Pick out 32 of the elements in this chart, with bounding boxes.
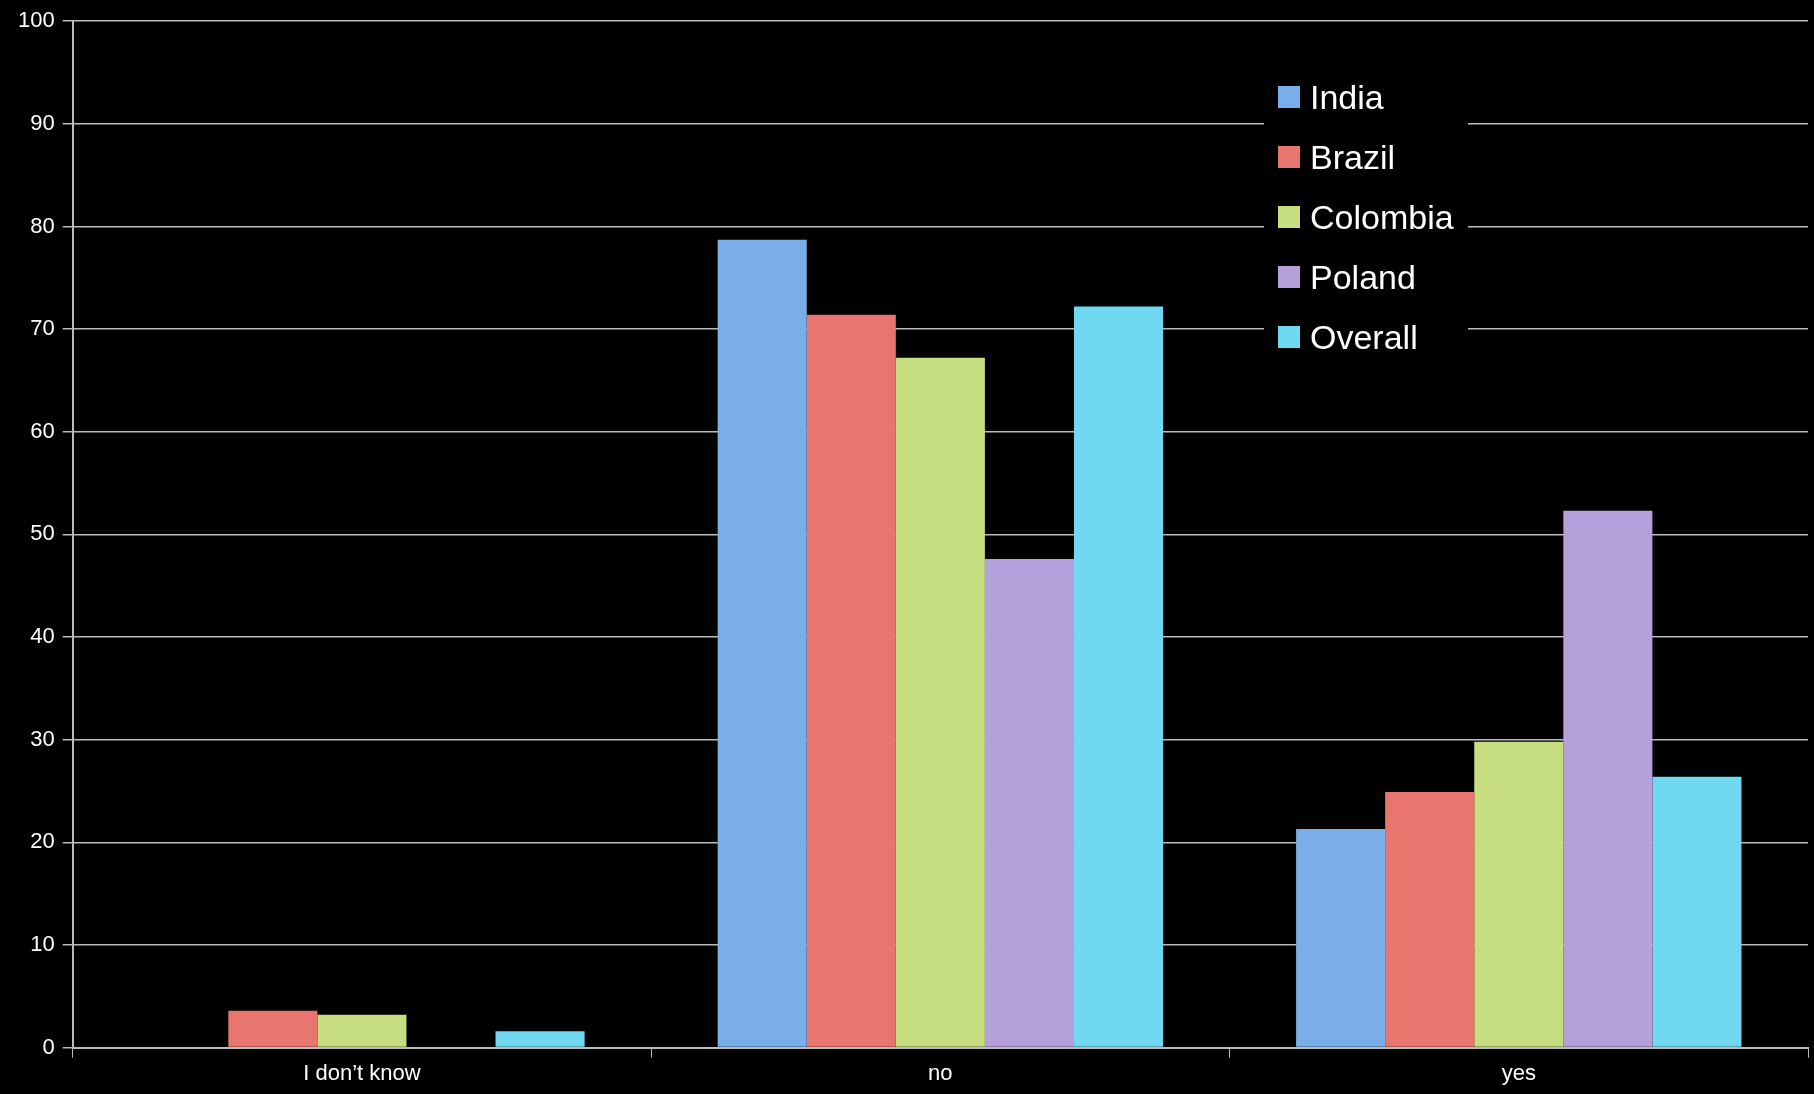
y-tick-label: 90 xyxy=(30,109,55,135)
y-tick-label: 100 xyxy=(17,7,55,33)
y-tick-label: 60 xyxy=(30,417,55,443)
y-tick-label: 80 xyxy=(30,212,55,238)
bar xyxy=(1474,741,1564,1047)
bar xyxy=(1073,306,1164,1047)
y-tick-label: 0 xyxy=(42,1033,55,1059)
y-tick-label: 70 xyxy=(30,315,55,341)
bar xyxy=(806,314,896,1047)
legend-label: Colombia xyxy=(1310,197,1454,237)
bar xyxy=(1652,776,1742,1047)
x-tick-label: I don’t know xyxy=(303,1059,421,1085)
bar xyxy=(317,1014,407,1047)
bar xyxy=(1296,828,1386,1047)
legend-label: Brazil xyxy=(1310,137,1396,177)
y-tick-label: 20 xyxy=(30,828,55,854)
y-tick-label: 30 xyxy=(30,725,55,751)
bar xyxy=(495,1031,585,1047)
legend-label: India xyxy=(1310,77,1384,117)
x-tick-label: no xyxy=(928,1059,953,1085)
y-tick-label: 40 xyxy=(30,623,55,649)
bar xyxy=(895,357,985,1047)
bar xyxy=(1385,792,1475,1047)
bar xyxy=(984,559,1074,1047)
bar xyxy=(1563,510,1653,1047)
legend-label: Poland xyxy=(1310,257,1416,297)
x-tick-label: yes xyxy=(1501,1059,1536,1085)
bar xyxy=(228,1010,318,1047)
y-tick-label: 50 xyxy=(30,520,55,546)
y-tick-label: 10 xyxy=(30,931,55,957)
bar xyxy=(717,239,807,1047)
legend-label: Overall xyxy=(1310,317,1418,357)
